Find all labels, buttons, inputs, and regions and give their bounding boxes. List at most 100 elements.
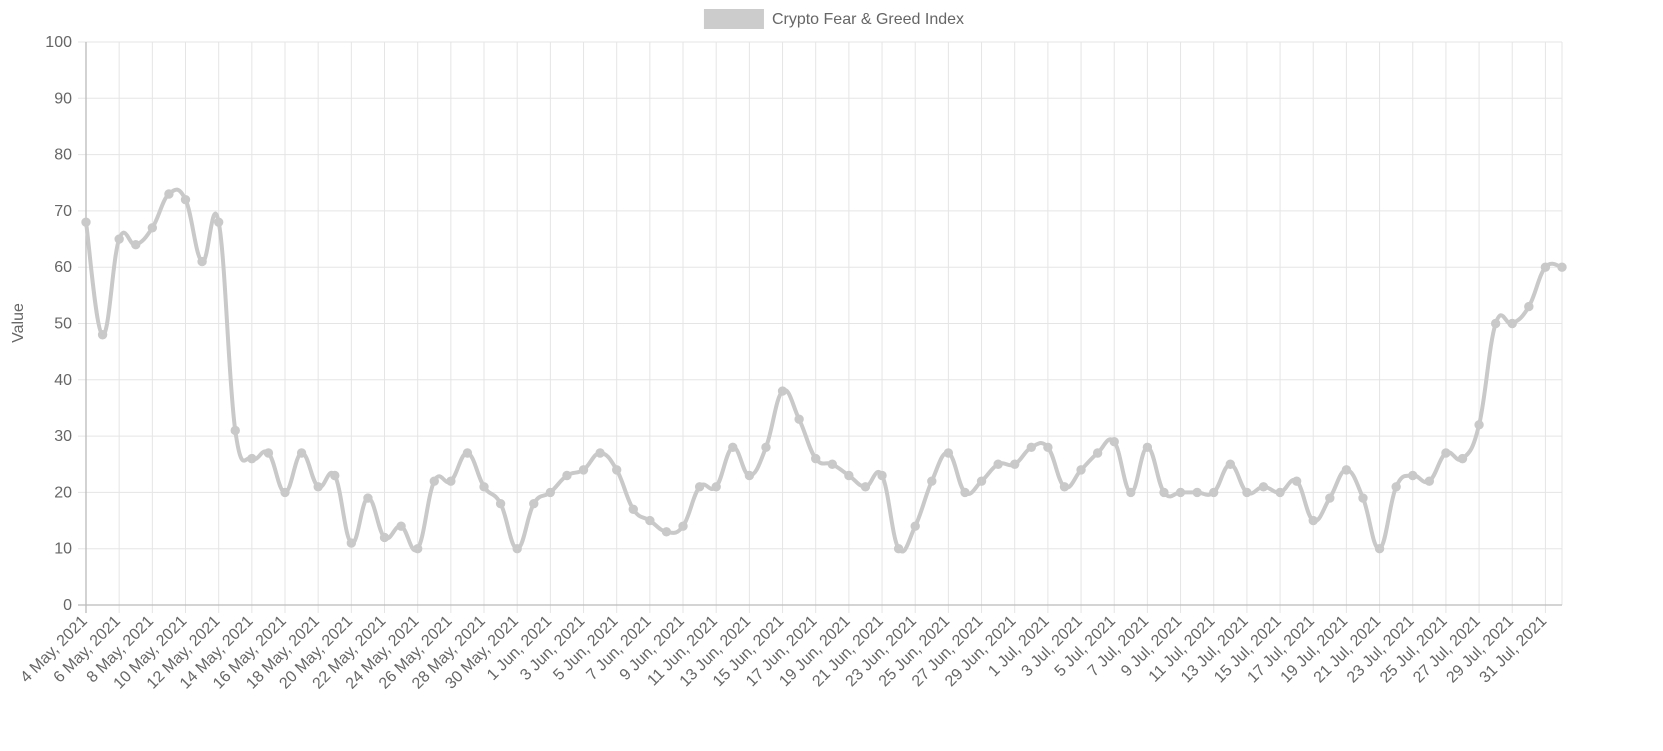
data-point[interactable]	[180, 194, 191, 205]
data-point[interactable]	[213, 217, 224, 227]
data-point[interactable]	[628, 504, 638, 514]
data-point[interactable]	[1026, 442, 1037, 453]
data-point[interactable]	[1474, 420, 1484, 430]
data-point[interactable]	[1457, 453, 1468, 464]
data-point[interactable]	[1126, 487, 1136, 498]
data-point[interactable]	[811, 453, 821, 464]
data-point[interactable]	[197, 256, 207, 267]
data-point[interactable]	[562, 470, 572, 481]
data-point[interactable]	[529, 498, 539, 509]
data-point[interactable]	[479, 482, 489, 492]
data-point[interactable]	[346, 538, 357, 548]
data-point[interactable]	[993, 459, 1003, 469]
data-point[interactable]	[1275, 487, 1285, 498]
data-point[interactable]	[711, 482, 721, 492]
data-point[interactable]	[927, 476, 937, 486]
data-point[interactable]	[744, 470, 755, 481]
data-point[interactable]	[578, 465, 589, 475]
data-point[interactable]	[1010, 459, 1020, 469]
data-point[interactable]	[1524, 301, 1534, 312]
data-point[interactable]	[1142, 442, 1153, 453]
data-point[interactable]	[761, 442, 771, 453]
data-point[interactable]	[363, 493, 373, 503]
data-point[interactable]	[263, 448, 274, 458]
data-point[interactable]	[1209, 487, 1219, 498]
data-point[interactable]	[694, 482, 705, 492]
data-point[interactable]	[1092, 448, 1103, 458]
y-tick-label: 100	[45, 34, 72, 51]
data-point[interactable]	[595, 448, 605, 458]
data-point[interactable]	[495, 498, 506, 509]
data-point[interactable]	[1109, 437, 1119, 447]
data-point[interactable]	[877, 470, 887, 481]
data-point[interactable]	[1374, 544, 1385, 554]
data-point[interactable]	[827, 459, 837, 469]
data-point[interactable]	[396, 521, 406, 531]
data-point[interactable]	[1325, 493, 1335, 503]
data-point[interactable]	[114, 234, 124, 244]
data-point[interactable]	[661, 527, 672, 537]
data-point[interactable]	[1341, 465, 1352, 475]
data-point[interactable]	[1258, 482, 1269, 492]
data-point[interactable]	[1358, 493, 1368, 503]
data-point[interactable]	[1192, 487, 1202, 498]
y-tick-label: 60	[54, 259, 72, 276]
data-point[interactable]	[960, 487, 970, 498]
data-point[interactable]	[230, 425, 240, 436]
data-point[interactable]	[164, 189, 174, 199]
data-point[interactable]	[379, 532, 390, 543]
data-point[interactable]	[446, 476, 456, 486]
data-point[interactable]	[777, 386, 788, 396]
data-point[interactable]	[1540, 262, 1551, 272]
series-points	[81, 189, 1567, 554]
data-point[interactable]	[545, 487, 556, 498]
data-point[interactable]	[1441, 448, 1451, 458]
data-point[interactable]	[412, 544, 423, 554]
data-point[interactable]	[1557, 262, 1567, 272]
data-point[interactable]	[976, 476, 987, 486]
data-point[interactable]	[1242, 487, 1252, 498]
legend-label[interactable]: Crypto Fear & Greed Index	[772, 11, 964, 28]
data-point[interactable]	[280, 487, 290, 498]
data-point[interactable]	[131, 239, 141, 250]
data-point[interactable]	[794, 414, 804, 424]
legend[interactable]: Crypto Fear & Greed Index	[703, 9, 964, 29]
data-point[interactable]	[1408, 470, 1418, 481]
data-point[interactable]	[1507, 318, 1517, 329]
data-point[interactable]	[296, 448, 307, 458]
data-point[interactable]	[429, 476, 439, 486]
data-point[interactable]	[893, 544, 904, 554]
data-point[interactable]	[611, 465, 622, 475]
data-point[interactable]	[462, 448, 473, 458]
data-point[interactable]	[1043, 442, 1053, 453]
data-point[interactable]	[1424, 476, 1435, 486]
data-point[interactable]	[1175, 487, 1186, 498]
data-point[interactable]	[844, 470, 854, 481]
data-point[interactable]	[1159, 487, 1169, 498]
data-point[interactable]	[147, 223, 158, 233]
data-point[interactable]	[943, 448, 954, 458]
data-point[interactable]	[1308, 515, 1318, 526]
y-tick-label: 30	[54, 428, 72, 445]
data-point[interactable]	[313, 482, 323, 492]
data-point[interactable]	[1391, 482, 1401, 492]
data-point[interactable]	[97, 330, 108, 340]
y-tick-label: 20	[54, 484, 72, 501]
data-point[interactable]	[1076, 465, 1086, 475]
data-point[interactable]	[728, 442, 738, 453]
data-point[interactable]	[512, 544, 522, 554]
data-point[interactable]	[910, 521, 920, 531]
data-point[interactable]	[1291, 476, 1302, 486]
data-point[interactable]	[81, 217, 91, 227]
series-line-path	[84, 187, 1564, 554]
legend-swatch[interactable]	[703, 9, 764, 29]
data-point[interactable]	[1225, 459, 1236, 469]
data-point[interactable]	[645, 515, 655, 526]
data-point[interactable]	[678, 521, 688, 531]
data-point[interactable]	[860, 482, 871, 492]
data-point[interactable]	[330, 470, 340, 481]
data-point[interactable]	[1490, 318, 1501, 329]
data-point[interactable]	[1059, 482, 1070, 492]
data-point[interactable]	[247, 453, 257, 464]
